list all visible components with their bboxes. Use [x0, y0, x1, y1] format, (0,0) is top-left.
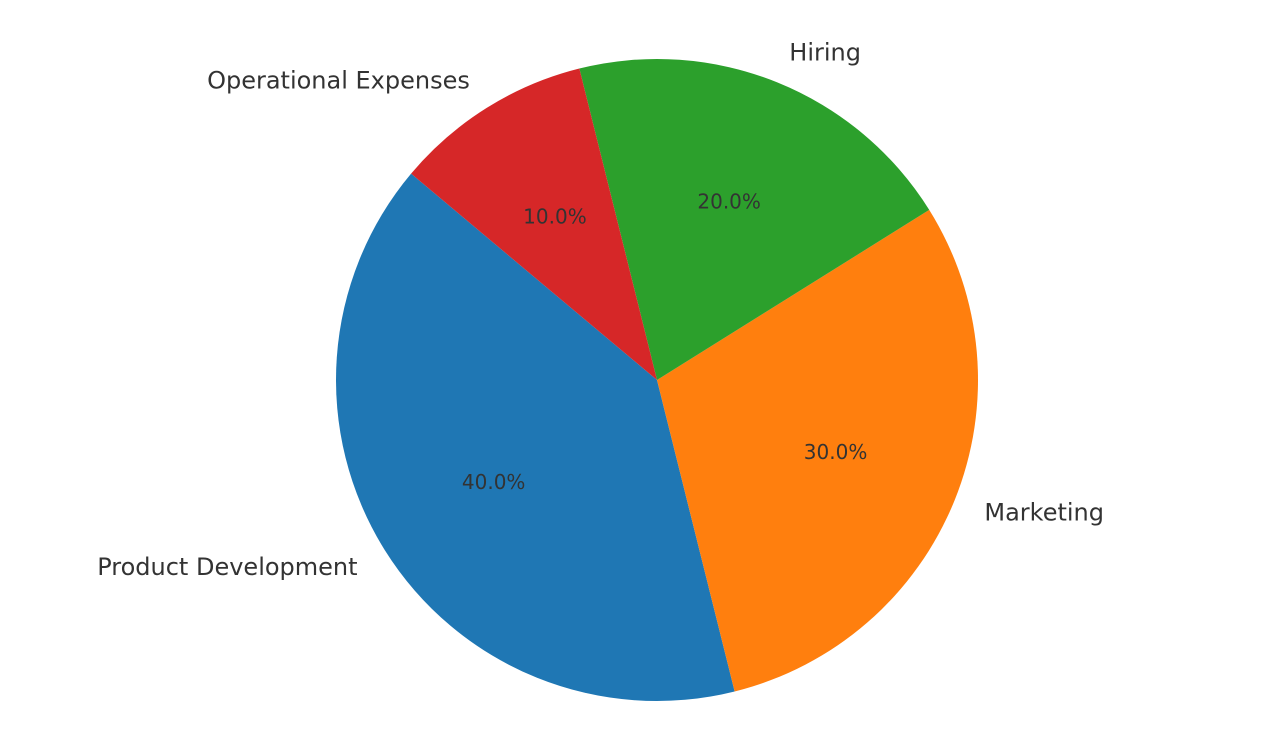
pie-category-label-product-development: Product Development	[97, 553, 357, 581]
pie-value-label-product-development: 40.0%	[462, 470, 526, 494]
pie-slice-operational-expenses	[411, 68, 657, 381]
pie-value-label-marketing: 30.0%	[804, 440, 868, 464]
pie-category-label-hiring: Hiring	[789, 39, 861, 67]
pie-category-label-operational-expenses: Operational Expenses	[207, 67, 470, 95]
pie-value-label-hiring: 20.0%	[697, 189, 761, 213]
pie-slice-product-development	[336, 173, 735, 701]
pie-value-label-operational-expenses: 10.0%	[523, 205, 587, 229]
pie-slices	[336, 59, 978, 701]
pie-slice-hiring	[579, 59, 930, 381]
pie-slice-marketing	[657, 209, 978, 692]
pie-labels: 40.0% Product Development 30.0% Marketing 20…	[97, 39, 1104, 582]
pie-category-label-marketing: Marketing	[984, 498, 1104, 526]
